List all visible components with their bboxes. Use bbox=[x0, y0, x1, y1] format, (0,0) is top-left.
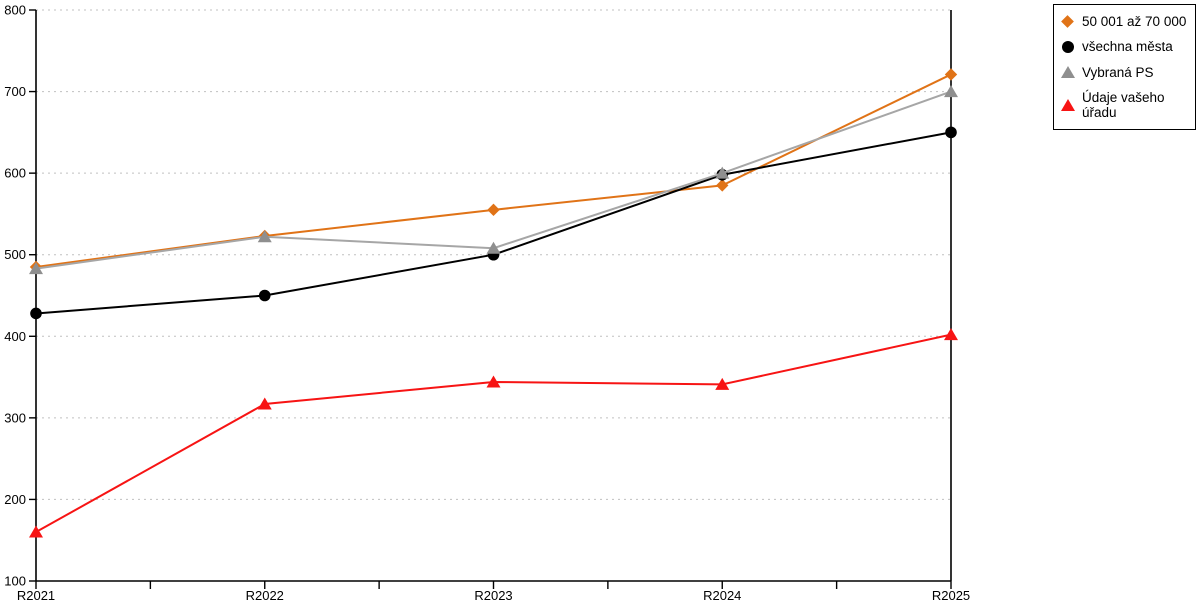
data-point-triangle bbox=[944, 328, 958, 341]
data-point-triangle bbox=[257, 397, 272, 410]
y-tick-label: 700 bbox=[4, 84, 26, 99]
triangle-marker-icon bbox=[1060, 66, 1075, 79]
legend-item-orange-series: 50 001 až 70 000 bbox=[1060, 14, 1189, 29]
series-line-0 bbox=[35, 73, 952, 268]
data-point-triangle bbox=[486, 241, 501, 254]
y-tick-label: 400 bbox=[4, 329, 26, 344]
legend-label: Vybraná PS bbox=[1082, 64, 1154, 80]
x-tick-label: R2021 bbox=[17, 588, 55, 600]
x-tick-label: R2025 bbox=[932, 588, 970, 600]
legend: 50 001 až 70 000 všechna města Vybraná P… bbox=[1053, 4, 1196, 130]
y-tick-label: 200 bbox=[4, 492, 26, 507]
data-point-diamond bbox=[944, 68, 958, 81]
data-point-triangle bbox=[29, 262, 43, 275]
data-point-triangle bbox=[486, 375, 501, 388]
data-point-triangle bbox=[944, 85, 958, 98]
data-point-triangle bbox=[29, 525, 43, 538]
data-point-circle bbox=[30, 307, 42, 320]
legend-item-black-series: všechna města bbox=[1060, 39, 1189, 54]
series-line-1 bbox=[35, 131, 952, 315]
data-point-triangle bbox=[257, 230, 272, 243]
legend-label: Údaje vašeho úřadu bbox=[1082, 89, 1165, 120]
circle-marker-icon bbox=[1060, 40, 1075, 53]
y-tick-label: 100 bbox=[4, 574, 26, 589]
triangle-marker-icon bbox=[1060, 98, 1075, 111]
series-line-3 bbox=[35, 333, 952, 533]
data-point-triangle bbox=[715, 166, 730, 179]
legend-label: všechna města bbox=[1082, 39, 1173, 55]
data-point-circle bbox=[258, 289, 271, 302]
legend-item-gray-series: Vybraná PS bbox=[1060, 65, 1189, 80]
data-point-diamond bbox=[716, 179, 729, 192]
diamond-marker-icon bbox=[1060, 15, 1075, 28]
x-tick-label: R2024 bbox=[703, 588, 741, 600]
y-tick-label: 600 bbox=[4, 166, 26, 181]
data-point-diamond bbox=[487, 203, 500, 217]
legend-label: 50 001 až 70 000 bbox=[1082, 14, 1187, 30]
legend-item-red-series: Údaje vašeho úřadu bbox=[1060, 90, 1189, 120]
y-tick-label: 300 bbox=[4, 410, 26, 425]
y-tick-label: 800 bbox=[4, 3, 26, 18]
data-point-triangle bbox=[715, 377, 730, 390]
y-tick-label: 500 bbox=[4, 247, 26, 262]
x-tick-label: R2023 bbox=[474, 588, 512, 600]
data-point-circle bbox=[945, 126, 957, 139]
x-tick-label: R2022 bbox=[246, 588, 284, 600]
